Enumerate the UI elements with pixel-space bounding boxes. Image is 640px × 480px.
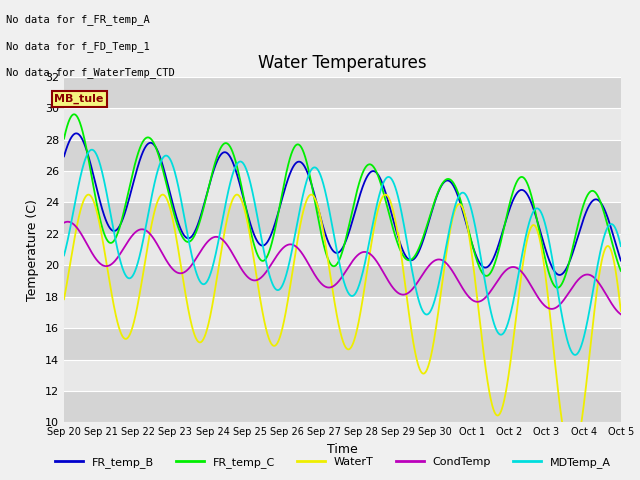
Bar (64, 203, 621, 234)
Bar (64, 234, 621, 265)
Bar (64, 140, 621, 171)
Text: No data for f_WaterTemp_CTD: No data for f_WaterTemp_CTD (6, 67, 175, 78)
Bar (64, 328, 621, 360)
Legend: FR_temp_B, FR_temp_C, WaterT, CondTemp, MDTemp_A: FR_temp_B, FR_temp_C, WaterT, CondTemp, … (51, 452, 615, 472)
Bar (64, 171, 621, 203)
Bar (64, 391, 621, 422)
Bar (64, 360, 621, 391)
Text: No data for f_FR_temp_A: No data for f_FR_temp_A (6, 14, 150, 25)
Bar (64, 265, 621, 297)
Bar (64, 108, 621, 140)
Bar (64, 77, 621, 108)
Text: No data for f_FD_Temp_1: No data for f_FD_Temp_1 (6, 41, 150, 52)
X-axis label: Time: Time (327, 443, 358, 456)
Y-axis label: Temperature (C): Temperature (C) (26, 199, 39, 300)
Title: Water Temperatures: Water Temperatures (258, 54, 427, 72)
Text: MB_tule: MB_tule (54, 94, 104, 104)
Bar (64, 297, 621, 328)
